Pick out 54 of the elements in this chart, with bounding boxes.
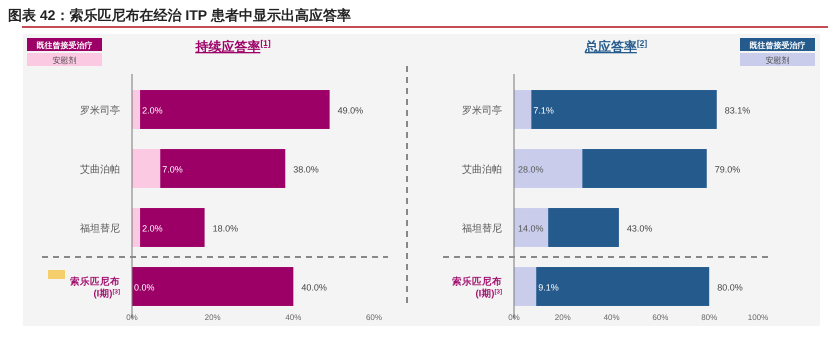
- chart-title: 图表 42：索乐匹尼布在经治 ITP 患者中显示出高应答率: [8, 7, 351, 23]
- bar: [531, 90, 717, 129]
- y-tick-label: 福坦替尼: [80, 222, 120, 234]
- x-tick-label: 20%: [554, 313, 571, 322]
- text: 18.0%: [212, 224, 238, 234]
- text: 2.0%: [142, 224, 163, 234]
- text: 7.0%: [162, 164, 183, 174]
- text: 安慰剂: [766, 56, 790, 65]
- bar: [132, 90, 140, 129]
- x-tick-label: 80%: [701, 313, 718, 322]
- text: 2.0%: [142, 106, 163, 116]
- y-tick-label: 罗米司亭: [462, 104, 502, 116]
- x-tick-label: 40%: [285, 313, 302, 322]
- bar: [514, 267, 536, 306]
- y-tick-label: 罗米司亭: [80, 104, 120, 116]
- x-tick-label: 20%: [204, 313, 221, 322]
- bar: [132, 149, 160, 188]
- text: 83.1%: [724, 106, 750, 116]
- text: 38.0%: [293, 164, 319, 174]
- bar: [160, 149, 286, 188]
- text: 79.0%: [714, 164, 740, 174]
- y-tick-label: 索乐匹尼布 (I期)$^{[3]}$: [70, 276, 120, 300]
- bar: [140, 90, 330, 129]
- x-tick-label: 100%: [748, 313, 768, 322]
- bar: [548, 208, 619, 247]
- text: 安慰剂: [52, 56, 76, 65]
- y-tick-label: 索乐匹尼布 (I期)$^{[3]}$: [452, 276, 502, 300]
- text: 0.0%: [134, 282, 155, 292]
- text: 40.0%: [301, 282, 327, 292]
- x-tick-label: 0%: [126, 313, 138, 322]
- text: 既往曾接受治疗: [750, 41, 806, 50]
- bar: [514, 208, 548, 247]
- text: 7.1%: [533, 106, 554, 116]
- text: 43.0%: [626, 224, 652, 234]
- y-tick-label: 福坦替尼: [462, 222, 502, 234]
- bar: [132, 267, 294, 306]
- x-tick-label: 60%: [652, 313, 668, 322]
- bar: [140, 208, 205, 247]
- text: 28.0%: [518, 164, 544, 174]
- bar: [132, 208, 140, 247]
- bar: [514, 149, 582, 188]
- text: 既往曾接受治疗: [36, 41, 92, 50]
- text: 14.0%: [518, 224, 544, 234]
- text: 49.0%: [338, 106, 364, 116]
- bar: [514, 90, 532, 129]
- y-tick-label: 艾曲泊帕: [462, 164, 502, 176]
- x-tick-label: 40%: [604, 313, 620, 322]
- bar: [536, 267, 710, 306]
- y-tick-label: 艾曲泊帕: [80, 164, 120, 176]
- text: 80.0%: [717, 282, 743, 292]
- text: 9.1%: [538, 282, 559, 292]
- bar: [582, 149, 707, 188]
- x-tick-label: 0%: [508, 313, 520, 322]
- x-tick-label: 60%: [366, 313, 382, 322]
